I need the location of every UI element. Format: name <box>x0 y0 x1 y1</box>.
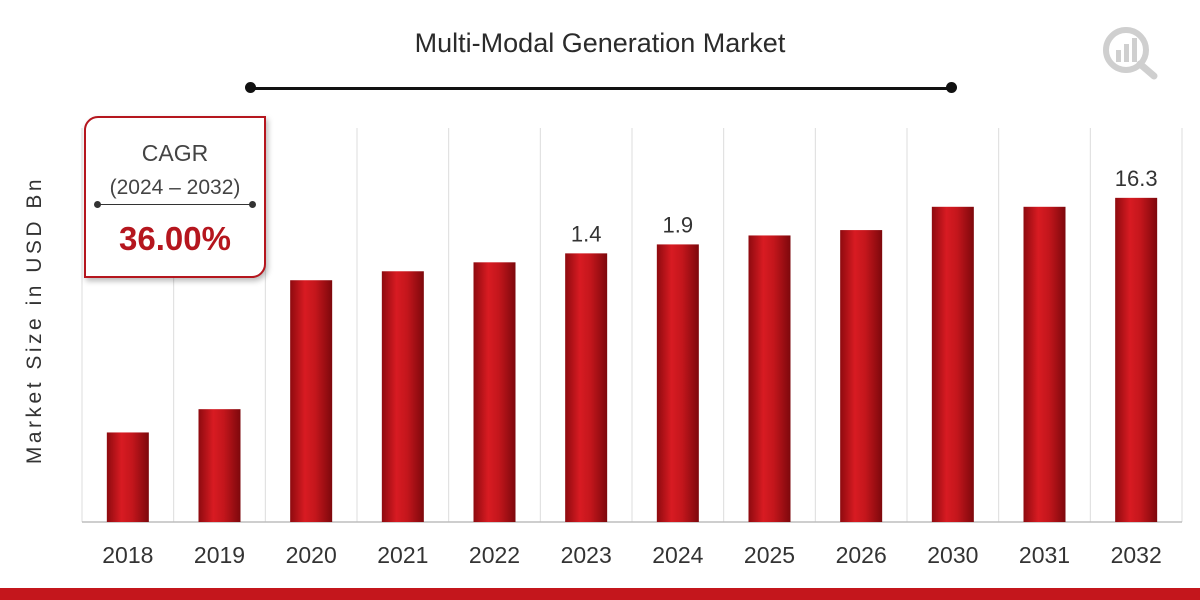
x-tick-label: 2022 <box>469 542 520 568</box>
x-tick-label: 2021 <box>377 542 428 568</box>
x-tick-label: 2032 <box>1111 542 1162 568</box>
bar-2025 <box>748 235 791 523</box>
data-label-2024: 1.9 <box>663 212 694 237</box>
title-rule-dot-left <box>245 82 256 93</box>
x-tick-label: 2030 <box>927 542 978 568</box>
bar-2018 <box>106 432 149 522</box>
x-tick-label: 2024 <box>652 542 703 568</box>
cagr-callout: CAGR (2024 – 2032) 36.00% <box>84 116 266 278</box>
bar-2032 <box>1115 197 1158 522</box>
cagr-label: CAGR <box>141 140 209 166</box>
cagr-divider <box>94 201 256 208</box>
chart-title: Multi-Modal Generation Market <box>414 28 786 58</box>
bar-2024 <box>656 244 699 522</box>
x-tick-label: 2031 <box>1019 542 1070 568</box>
title-rule-dot-right <box>946 82 957 93</box>
research-logo-icon <box>1103 27 1158 80</box>
bar-2022 <box>473 262 516 522</box>
x-tick-label: 2020 <box>286 542 337 568</box>
bar-2031 <box>1023 206 1066 523</box>
cagr-value: 36.00% <box>119 220 231 257</box>
cagr-period: (2024 – 2032) <box>109 176 241 199</box>
data-label-2023: 1.4 <box>571 221 602 246</box>
x-tick-label: 2023 <box>561 542 612 568</box>
bar-2021 <box>381 271 424 522</box>
bar-2019 <box>198 409 241 522</box>
bar-2023 <box>565 253 608 522</box>
bar-2020 <box>290 280 333 522</box>
bar-2026 <box>840 230 883 522</box>
x-tick-label: 2025 <box>744 542 795 568</box>
x-tick-label: 2018 <box>102 542 153 568</box>
bar-2030 <box>931 206 974 523</box>
bottom-band <box>0 588 1200 600</box>
data-label-2032: 16.3 <box>1115 166 1158 191</box>
title-rule <box>250 87 952 90</box>
x-tick-label: 2019 <box>194 542 245 568</box>
x-tick-label: 2026 <box>836 542 887 568</box>
y-axis-label: Market Size in USD Bn <box>23 175 46 465</box>
